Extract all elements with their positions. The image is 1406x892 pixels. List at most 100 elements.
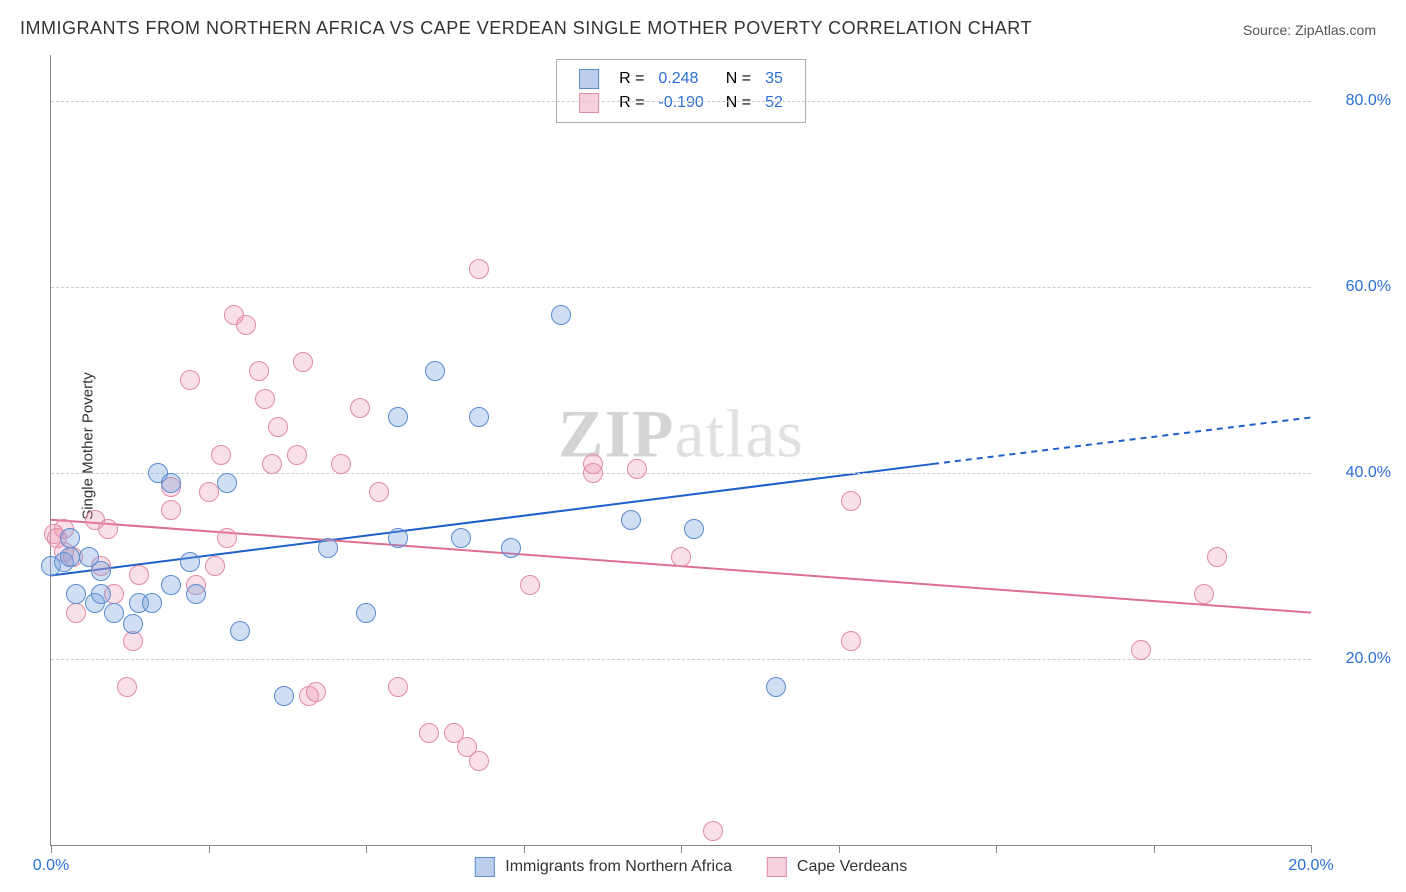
- n-value-blue: 35: [759, 68, 789, 90]
- y-tick-label: 80.0%: [1321, 92, 1391, 110]
- x-tick-label: 20.0%: [1288, 857, 1333, 875]
- data-point: [703, 821, 723, 841]
- data-point: [671, 547, 691, 567]
- chart-title: IMMIGRANTS FROM NORTHERN AFRICA VS CAPE …: [20, 18, 1032, 39]
- data-point: [287, 445, 307, 465]
- gridline: [51, 287, 1311, 288]
- data-point: [318, 538, 338, 558]
- data-point: [180, 552, 200, 572]
- data-point: [331, 454, 351, 474]
- data-point: [469, 259, 489, 279]
- data-point: [186, 584, 206, 604]
- x-tick: [839, 845, 840, 853]
- data-point: [627, 459, 647, 479]
- source-label: Source: ZipAtlas.com: [1243, 22, 1376, 38]
- data-point: [180, 370, 200, 390]
- y-tick-label: 60.0%: [1321, 278, 1391, 296]
- series-legend: Immigrants from Northern Africa Cape Ver…: [455, 857, 907, 877]
- data-point: [236, 315, 256, 335]
- x-tick: [524, 845, 525, 853]
- x-tick: [1311, 845, 1312, 853]
- data-point: [356, 603, 376, 623]
- data-point: [841, 491, 861, 511]
- data-point: [249, 361, 269, 381]
- data-point: [211, 445, 231, 465]
- data-point: [60, 547, 80, 567]
- plot-area: ZIPatlas R =0.248 N =35 R =-0.190 N =52 …: [50, 55, 1311, 846]
- legend-row-blue: R =0.248 N =35: [573, 68, 789, 90]
- x-tick: [996, 845, 997, 853]
- r-value-pink: -0.190: [652, 92, 709, 114]
- data-point: [98, 519, 118, 539]
- data-point: [551, 305, 571, 325]
- x-tick: [681, 845, 682, 853]
- data-point: [161, 575, 181, 595]
- y-tick-label: 40.0%: [1321, 464, 1391, 482]
- data-point: [255, 389, 275, 409]
- x-tick: [1154, 845, 1155, 853]
- swatch-blue-icon: [475, 857, 495, 877]
- data-point: [501, 538, 521, 558]
- data-point: [230, 621, 250, 641]
- data-point: [469, 407, 489, 427]
- data-point: [293, 352, 313, 372]
- series-label-pink: Cape Verdeans: [797, 858, 907, 875]
- data-point: [419, 723, 439, 743]
- data-point: [388, 528, 408, 548]
- trend-line-dashed: [933, 417, 1311, 463]
- data-point: [841, 631, 861, 651]
- data-point: [199, 482, 219, 502]
- data-point: [262, 454, 282, 474]
- swatch-pink-icon: [766, 857, 786, 877]
- data-point: [123, 614, 143, 634]
- data-point: [583, 454, 603, 474]
- data-point: [217, 528, 237, 548]
- data-point: [425, 361, 445, 381]
- gridline: [51, 659, 1311, 660]
- n-value-pink: 52: [759, 92, 789, 114]
- trend-lines: [51, 55, 1311, 845]
- gridline: [51, 473, 1311, 474]
- data-point: [621, 510, 641, 530]
- data-point: [1194, 584, 1214, 604]
- data-point: [66, 603, 86, 623]
- data-point: [520, 575, 540, 595]
- x-tick: [209, 845, 210, 853]
- gridline: [51, 101, 1311, 102]
- data-point: [684, 519, 704, 539]
- data-point: [388, 677, 408, 697]
- correlation-legend: R =0.248 N =35 R =-0.190 N =52: [556, 59, 806, 123]
- data-point: [274, 686, 294, 706]
- data-point: [268, 417, 288, 437]
- x-tick-label: 0.0%: [33, 857, 69, 875]
- data-point: [217, 473, 237, 493]
- data-point: [451, 528, 471, 548]
- data-point: [306, 682, 326, 702]
- data-point: [129, 565, 149, 585]
- data-point: [60, 528, 80, 548]
- legend-row-pink: R =-0.190 N =52: [573, 92, 789, 114]
- swatch-pink-icon: [579, 93, 599, 113]
- data-point: [350, 398, 370, 418]
- data-point: [1131, 640, 1151, 660]
- data-point: [91, 584, 111, 604]
- data-point: [388, 407, 408, 427]
- r-value-blue: 0.248: [652, 68, 709, 90]
- data-point: [469, 751, 489, 771]
- data-point: [91, 561, 111, 581]
- x-tick: [366, 845, 367, 853]
- data-point: [161, 500, 181, 520]
- data-point: [205, 556, 225, 576]
- data-point: [66, 584, 86, 604]
- data-point: [369, 482, 389, 502]
- data-point: [117, 677, 137, 697]
- data-point: [161, 473, 181, 493]
- x-tick: [51, 845, 52, 853]
- data-point: [142, 593, 162, 613]
- data-point: [104, 603, 124, 623]
- data-point: [1207, 547, 1227, 567]
- swatch-blue-icon: [579, 69, 599, 89]
- series-label-blue: Immigrants from Northern Africa: [505, 858, 732, 875]
- data-point: [766, 677, 786, 697]
- y-tick-label: 20.0%: [1321, 650, 1391, 668]
